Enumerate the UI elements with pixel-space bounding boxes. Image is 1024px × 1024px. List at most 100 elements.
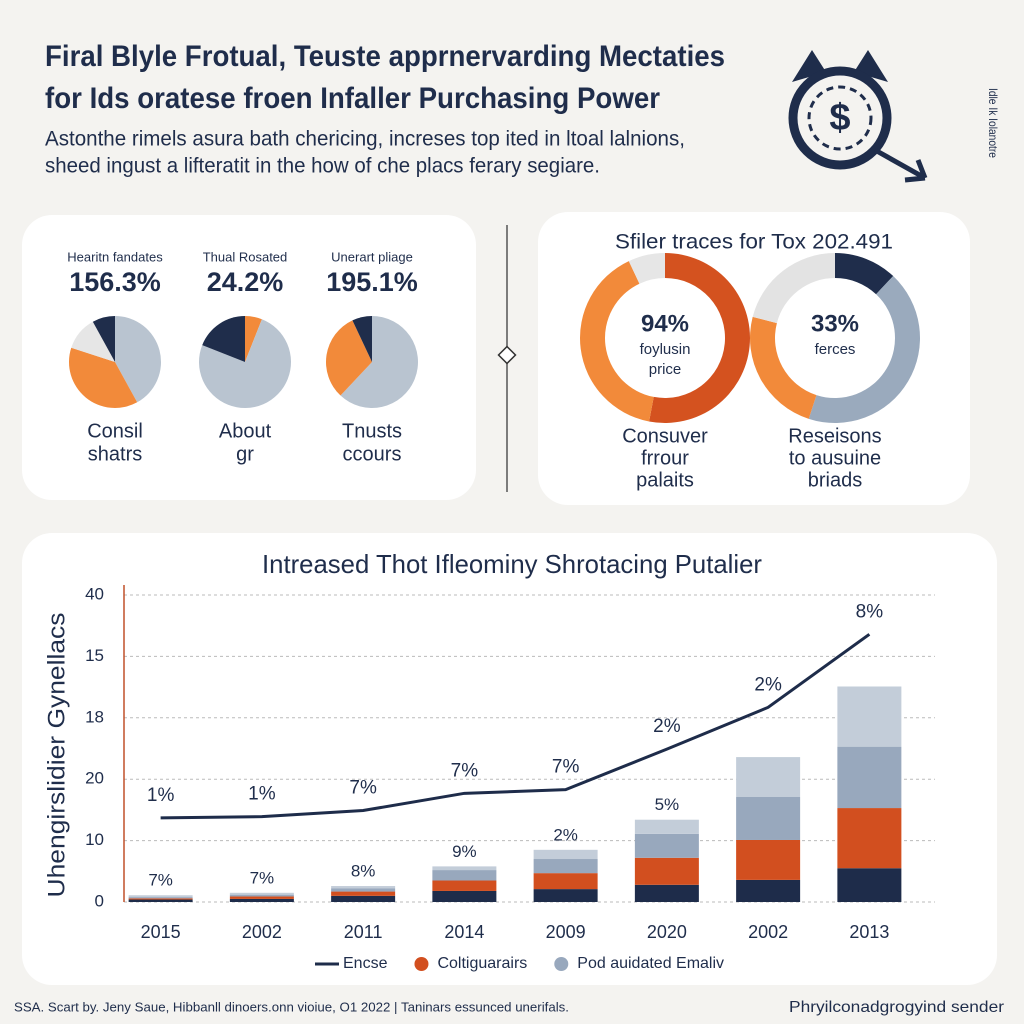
slice xyxy=(71,321,115,362)
x-tick-label: 2020 xyxy=(647,922,687,942)
line-label: 1% xyxy=(248,784,276,805)
donut-center-text: price xyxy=(649,361,682,378)
line-label: 7% xyxy=(349,778,377,799)
card-title: Sfiler traces for Tox 202.491 xyxy=(615,231,893,254)
bar-segment xyxy=(736,797,801,840)
bar-segment xyxy=(533,859,598,874)
line-label: 8% xyxy=(856,601,884,622)
bar-segment xyxy=(533,889,598,902)
line-label: 2% xyxy=(653,716,681,737)
x-tick-label: 2015 xyxy=(141,922,181,942)
pie-caption: About xyxy=(219,420,272,442)
donut-center-text: 94% xyxy=(641,310,689,337)
footer-source: SSA. Scart by. Jeny Saue, Hibbanll dinoe… xyxy=(14,999,569,1014)
bar-segment xyxy=(634,833,699,858)
x-tick-label: 2009 xyxy=(546,922,586,942)
bar-segment xyxy=(128,897,193,899)
y-tick-label: 20 xyxy=(85,769,104,788)
bar-segment xyxy=(837,868,902,902)
line-label: 1% xyxy=(147,785,175,806)
pie-headline: 195.1% xyxy=(326,267,418,297)
donut-caption: to ausuine xyxy=(789,447,881,469)
logo: $ xyxy=(788,50,928,183)
slice xyxy=(752,253,835,324)
bar-segment xyxy=(229,898,294,902)
line-label: 7% xyxy=(451,760,479,781)
slice xyxy=(628,253,665,284)
slice xyxy=(68,347,138,409)
pie-caption: shatrs xyxy=(88,443,142,465)
bar-segment xyxy=(634,819,699,834)
bar-segment xyxy=(331,895,396,902)
legend-swatch xyxy=(554,957,569,971)
legend-label: Coltiguarairs xyxy=(437,955,527,972)
slice xyxy=(92,316,115,362)
logo-dollar: $ xyxy=(829,97,850,139)
chart-title: Intreased Thot Ifleominy Shrotacing Puta… xyxy=(262,549,762,579)
donut-center-text: 33% xyxy=(811,310,859,337)
subtitle-line: sheed ingust a lifteratit in the how of … xyxy=(45,155,600,178)
bar-segment xyxy=(229,896,294,899)
bar-segment xyxy=(128,898,193,900)
line xyxy=(160,633,871,820)
y-tick-label: 40 xyxy=(85,584,104,603)
slice xyxy=(115,316,162,403)
logo-text: Idle Ik Iolanotre xyxy=(986,88,1000,158)
legend-label: Encse xyxy=(343,955,388,972)
bar-segment xyxy=(837,686,902,747)
y-axis-label: Uhengirslidier Gynellacs xyxy=(43,613,70,898)
slice xyxy=(352,316,372,362)
pie-caption: ccours xyxy=(343,443,402,465)
donut-caption: Consuver xyxy=(622,425,708,447)
pie-caption: Tnusts xyxy=(342,420,402,442)
bar-label: 5% xyxy=(655,795,680,814)
line-label: 7% xyxy=(552,757,580,778)
bar-label: 7% xyxy=(148,871,173,890)
bar-segment xyxy=(128,895,193,898)
slice xyxy=(580,261,654,422)
y-tick-label: 18 xyxy=(85,707,104,726)
bar-label: 8% xyxy=(351,862,376,881)
divider-diamond xyxy=(497,345,517,365)
bar-segment xyxy=(128,899,193,902)
y-tick-label: 10 xyxy=(85,830,104,849)
title-line: for Ids oratese froen Infaller Purchasin… xyxy=(45,82,660,115)
pie-caption: gr xyxy=(236,443,254,465)
slice xyxy=(835,253,894,295)
logo-arrow xyxy=(873,147,928,183)
pie-headline: 24.2% xyxy=(207,267,284,297)
bar-segment xyxy=(432,880,497,891)
pie-headline: 156.3% xyxy=(69,267,161,297)
x-tick-label: 2013 xyxy=(849,922,889,942)
subtitle-line: Astonthe rimels asura bath chericing, in… xyxy=(45,128,685,151)
bar-segment xyxy=(331,886,396,889)
bar-segment xyxy=(229,892,294,895)
bar-segment xyxy=(533,873,598,890)
slice xyxy=(202,316,245,362)
bar-label: 9% xyxy=(452,842,477,861)
bar-segment xyxy=(432,890,497,902)
bar-segment xyxy=(229,894,294,897)
pie-title: Unerart pliage xyxy=(331,249,413,264)
bar-segment xyxy=(432,870,497,881)
x-tick-label: 2011 xyxy=(344,922,383,942)
bar-segment xyxy=(736,879,801,902)
bar-segment xyxy=(837,808,902,869)
bar-segment xyxy=(837,746,902,809)
bar-segment xyxy=(432,866,497,871)
slice xyxy=(199,319,291,409)
x-tick-label: 2002 xyxy=(242,922,282,942)
x-tick-label: 2002 xyxy=(748,922,788,942)
bar-segment xyxy=(331,888,396,892)
donut-caption: briads xyxy=(808,469,862,491)
title-line: Firal Blyle Frotual, Teuste apprnervardi… xyxy=(45,40,725,73)
x-tick-label: 2014 xyxy=(444,922,484,942)
footer-brand: Phryilconadgrogyind sender xyxy=(789,999,1005,1016)
bar-segment xyxy=(634,884,699,902)
pie-caption: Consil xyxy=(87,420,143,442)
logo-inner xyxy=(807,85,873,151)
logo-ring xyxy=(788,66,892,170)
donut-caption: Reseisons xyxy=(788,425,881,447)
donut-caption: palaits xyxy=(636,469,694,491)
